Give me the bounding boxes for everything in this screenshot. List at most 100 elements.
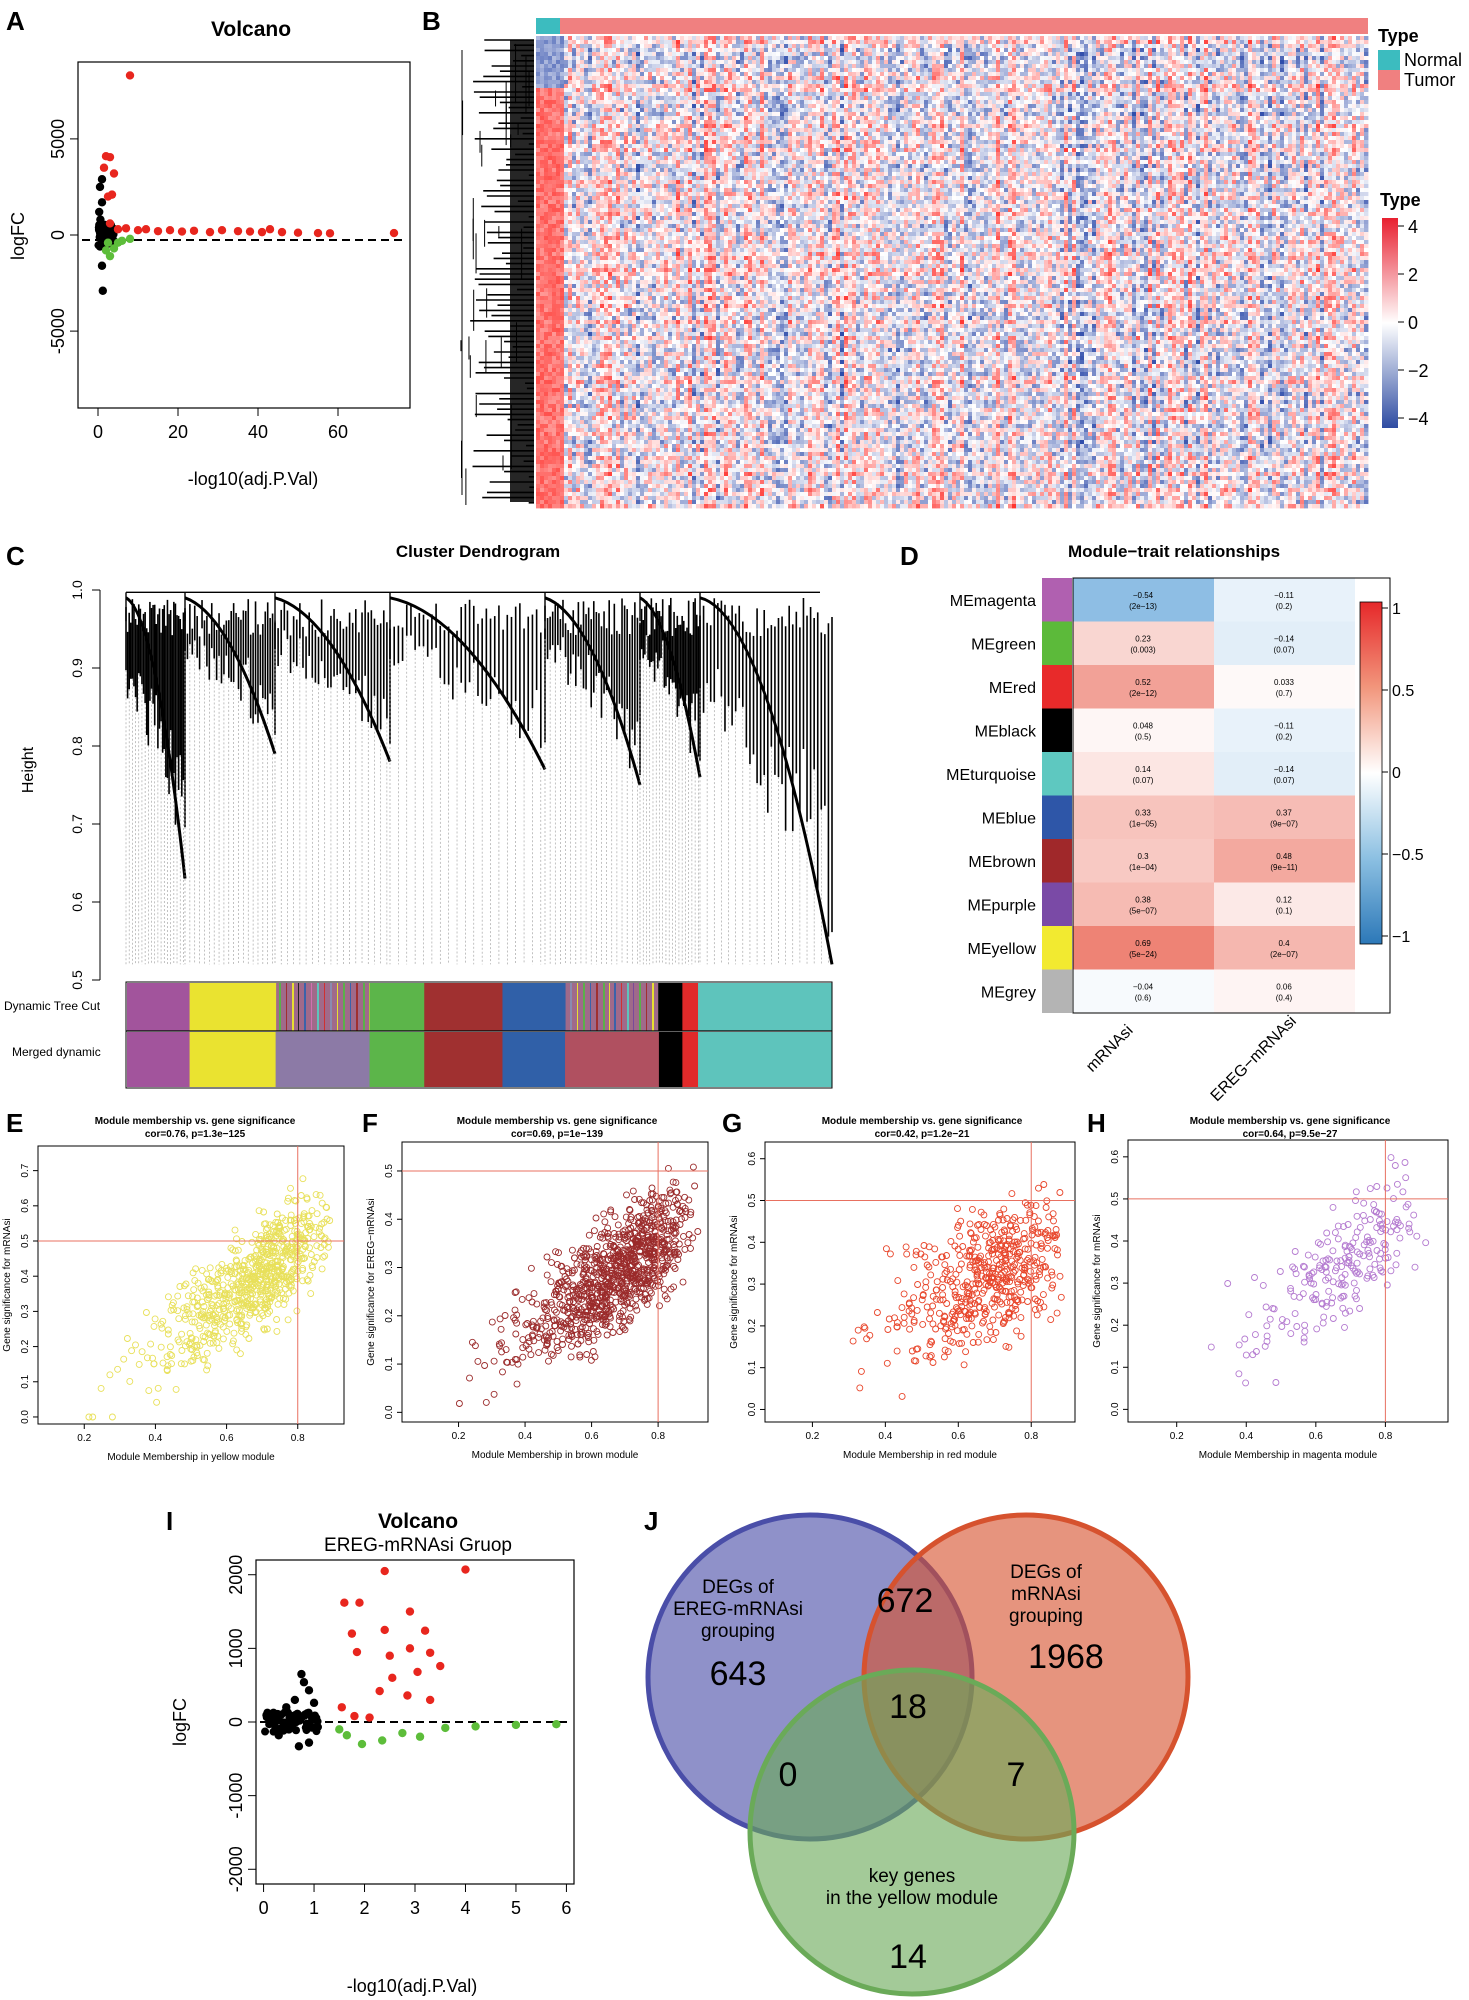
heat-cell (1288, 96, 1293, 101)
heat-cell (564, 112, 569, 117)
heat-cell (816, 100, 821, 105)
heat-cell (1244, 80, 1249, 85)
a-point (95, 242, 105, 251)
heat-cell (868, 80, 873, 85)
heat-cell (1252, 100, 1257, 105)
heat-cell (644, 100, 649, 105)
heat-cell (816, 52, 821, 57)
heat-cell (1296, 108, 1301, 113)
heat-cell (1120, 48, 1125, 53)
heat-cell (592, 100, 597, 105)
heat-cell (1120, 100, 1125, 105)
heat-cell (712, 48, 717, 53)
heat-cell (624, 56, 629, 61)
heat-cell (588, 100, 593, 105)
heat-cell (704, 100, 709, 105)
heat-cell (956, 56, 961, 61)
heat-cell (864, 96, 869, 101)
heat-cell (980, 44, 985, 49)
heat-cell (1080, 92, 1085, 97)
heat-cell (932, 76, 937, 81)
heat-cell (696, 120, 701, 125)
heat-cell (1336, 120, 1341, 125)
heat-cell (724, 56, 729, 61)
heat-cell (1228, 100, 1233, 105)
heat-cell (808, 100, 813, 105)
heat-cell (1316, 48, 1321, 53)
heat-cell (772, 104, 777, 109)
heat-cell (548, 56, 553, 61)
heat-cell (1156, 100, 1161, 105)
heat-cell (1136, 96, 1141, 101)
heat-cell (540, 76, 545, 81)
heat-cell (836, 40, 841, 45)
heat-cell (1316, 76, 1321, 81)
heat-cell (960, 36, 965, 41)
heat-cell (1244, 52, 1249, 57)
heat-cell (676, 40, 681, 45)
heat-cell (728, 52, 733, 57)
heat-cell (1168, 68, 1173, 73)
heat-cell (1052, 36, 1057, 41)
heat-cell (908, 72, 913, 77)
heat-cell (1360, 72, 1365, 77)
heat-cell (664, 100, 669, 105)
heat-cell (872, 60, 877, 65)
heat-cell (616, 88, 621, 93)
heat-cell (1132, 68, 1137, 73)
heat-cell (820, 116, 825, 121)
heat-cell (1068, 120, 1073, 125)
heat-cell (836, 84, 841, 89)
heat-cell (560, 116, 565, 121)
heat-cell (880, 88, 885, 93)
heat-cell (1068, 76, 1073, 81)
heat-cell (1036, 96, 1041, 101)
heat-cell (984, 84, 989, 89)
heat-cell (964, 72, 969, 77)
heat-cell (628, 76, 633, 81)
heat-cell (1296, 84, 1301, 89)
heat-cell (1020, 116, 1025, 121)
heat-cell (1172, 116, 1177, 121)
heat-cell (1260, 44, 1265, 49)
heat-cell (1112, 44, 1117, 49)
heat-cell (1284, 104, 1289, 109)
heat-cell (564, 52, 569, 57)
heat-cell (776, 92, 781, 97)
heat-cell (696, 68, 701, 73)
heat-cell (860, 104, 865, 109)
heat-cell (736, 104, 741, 109)
heat-cell (1292, 76, 1297, 81)
heat-cell (1272, 48, 1277, 53)
heat-cell (1172, 48, 1177, 53)
heat-cell (612, 52, 617, 57)
heat-cell (840, 76, 845, 81)
heat-cell (556, 60, 561, 65)
heat-cell (848, 72, 853, 77)
heat-cell (1324, 116, 1329, 121)
heat-cell (1264, 68, 1269, 73)
heat-cell (792, 112, 797, 117)
heat-cell (1292, 92, 1297, 97)
heat-cell (832, 104, 837, 109)
heat-cell (1192, 80, 1197, 85)
heat-cell (948, 72, 953, 77)
heat-cell (876, 36, 881, 41)
heat-cell (1328, 48, 1333, 53)
heat-cell (1360, 60, 1365, 65)
heat-cell (812, 36, 817, 41)
heat-cell (700, 44, 705, 49)
heat-cell (1348, 80, 1353, 85)
heat-cell (580, 104, 585, 109)
heat-cell (852, 88, 857, 93)
heat-cell (1012, 56, 1017, 61)
heat-cell (1060, 124, 1065, 129)
heat-cell (1120, 124, 1125, 129)
heat-cell (748, 60, 753, 65)
heat-cell (856, 92, 861, 97)
heat-cell (772, 40, 777, 45)
heat-cell (580, 72, 585, 77)
heat-cell (1264, 56, 1269, 61)
heat-cell (724, 76, 729, 81)
heat-cell (756, 124, 761, 129)
